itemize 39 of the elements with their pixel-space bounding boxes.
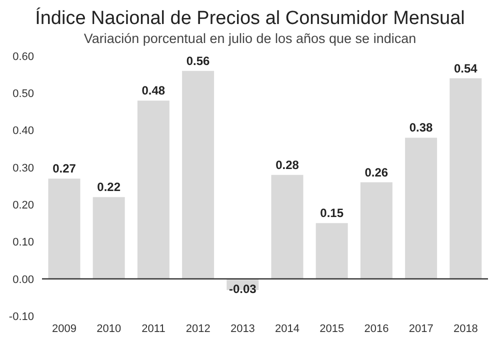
bar: [450, 78, 482, 279]
data-label: 0.22: [97, 180, 121, 194]
data-label: -0.03: [228, 282, 257, 296]
bar: [182, 70, 214, 279]
data-label: 0.27: [52, 162, 76, 176]
y-tick-label: 0.50: [12, 88, 34, 100]
data-label: 0.38: [409, 120, 434, 135]
y-tick-label: 0.40: [12, 125, 34, 138]
bar: [405, 138, 438, 279]
x-tick-label: 2015: [320, 322, 344, 335]
y-tick-label: 0.20: [12, 199, 34, 212]
data-label: 0.56: [186, 54, 210, 68]
chart-subtitle: Variación porcentual en julio de los años que se indican: [82, 30, 418, 48]
x-tick-label: 2009: [52, 322, 77, 335]
y-tick-label: -0.10: [8, 310, 34, 323]
x-tick-label: 2011: [142, 322, 166, 335]
data-label: 0.26: [364, 165, 388, 180]
bar: [271, 174, 304, 279]
x-tick-label: 2013: [230, 322, 255, 335]
y-tick-label: 0.60: [12, 50, 34, 63]
data-label: 0.15: [320, 206, 344, 220]
chart-title: Índice Nacional de Precios al Consumidor Mensual: [34, 8, 466, 30]
x-tick-label: 2012: [186, 322, 210, 335]
x-tick-label: 2010: [96, 322, 122, 335]
data-label: 0.54: [454, 61, 478, 76]
y-tick-label: 0.30: [12, 162, 34, 174]
data-label: 0.48: [142, 84, 166, 98]
y-tick-label: 0.10: [12, 236, 34, 249]
x-tick-label: 2017: [408, 322, 434, 335]
data-label: 0.28: [276, 158, 300, 172]
bar: [360, 182, 392, 279]
bar: [316, 223, 348, 279]
x-tick-label: 2016: [364, 322, 389, 335]
y-tick-label: 0.00: [12, 274, 34, 286]
x-tick-label: 2018: [453, 322, 478, 335]
bar: [48, 178, 80, 279]
bar: [137, 100, 170, 279]
bar: [92, 197, 125, 279]
x-tick-label: 2014: [275, 322, 300, 335]
